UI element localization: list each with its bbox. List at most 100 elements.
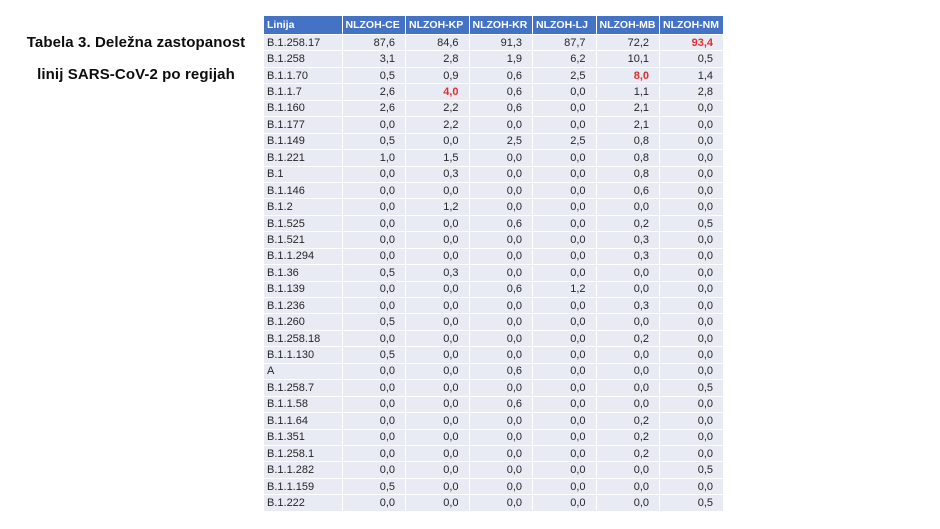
table-row: B.1.139 0,0 0,0 0,6 1,2 0,0 0,0 <box>264 280 723 298</box>
lineage-cell: B.1.1.58 <box>264 395 343 413</box>
value-cell: 2,8 <box>405 50 470 68</box>
value-cell: 1,4 <box>659 66 723 84</box>
table-row: B.1.525 0,0 0,0 0,6 0,0 0,2 0,5 <box>264 214 723 232</box>
column-header-nlzoh-mb: NLZOH-MB <box>596 16 660 35</box>
table-row: B.1.160 2,6 2,2 0,6 0,0 2,1 0,0 <box>264 99 723 117</box>
table-row: B.1.1.70 0,5 0,9 0,6 2,5 8,0 1,4 <box>264 66 723 84</box>
value-cell: 0,0 <box>659 231 723 249</box>
value-cell: 91,3 <box>469 33 533 51</box>
lineage-cell: B.1.146 <box>264 181 343 199</box>
value-cell: 0,0 <box>659 99 723 117</box>
value-cell: 0,5 <box>342 264 406 282</box>
value-cell: 2,5 <box>469 132 533 150</box>
value-cell: 2,2 <box>405 116 470 134</box>
value-cell: 0,0 <box>342 198 406 216</box>
value-cell: 0,0 <box>405 362 470 380</box>
lineage-cell: B.1.1.7 <box>264 83 343 101</box>
lineage-cell: B.1.1.64 <box>264 412 343 429</box>
lineage-cell: B.1.258 <box>264 50 343 68</box>
column-header-linija: Linija <box>264 16 343 35</box>
lineage-cell: B.1.236 <box>264 296 343 314</box>
value-cell: 0,3 <box>596 231 660 249</box>
value-cell: 0,0 <box>342 461 406 479</box>
value-cell: 0,6 <box>469 362 533 380</box>
value-cell: 0,0 <box>532 264 597 282</box>
value-cell: 0,9 <box>405 66 470 84</box>
value-cell: 0,0 <box>469 313 533 331</box>
value-cell: 0,0 <box>342 428 406 446</box>
value-cell: 0,0 <box>659 264 723 282</box>
value-cell: 0,0 <box>659 165 723 183</box>
value-cell: 0,0 <box>469 461 533 479</box>
value-cell: 0,0 <box>532 444 597 462</box>
lineage-cell: B.1.221 <box>264 149 343 166</box>
value-cell: 0,0 <box>469 198 533 216</box>
value-cell: 0,0 <box>342 395 406 413</box>
value-cell: 0,0 <box>342 494 406 511</box>
value-cell: 0,0 <box>596 198 660 216</box>
lineage-cell: B.1.2 <box>264 198 343 216</box>
value-cell: 0,0 <box>405 132 470 150</box>
value-cell: 0,0 <box>405 346 470 364</box>
value-cell: 72,2 <box>596 33 660 51</box>
value-cell: 2,5 <box>532 66 597 84</box>
table-row: B.1.177 0,0 2,2 0,0 0,0 2,1 0,0 <box>264 116 723 134</box>
value-cell: 0,6 <box>596 181 660 199</box>
value-cell: 0,0 <box>342 362 406 380</box>
lineage-table: Linija NLZOH-CE NLZOH-KP NLZOH-KR NLZOH-… <box>264 16 723 511</box>
value-cell: 0,0 <box>405 329 470 347</box>
table-row: B.1.1.7 2,6 4,0 0,6 0,0 1,1 2,8 <box>264 83 723 101</box>
value-cell: 8,0 <box>596 66 660 84</box>
lineage-cell: A <box>264 362 343 380</box>
value-cell: 0,0 <box>469 247 533 265</box>
value-cell: 0,0 <box>405 428 470 446</box>
table-row: B.1.1.294 0,0 0,0 0,0 0,0 0,3 0,0 <box>264 247 723 265</box>
value-cell: 0,0 <box>596 264 660 282</box>
column-header-nlzoh-nm: NLZOH-NM <box>659 16 723 35</box>
value-cell: 0,0 <box>532 477 597 495</box>
value-cell: 0,0 <box>596 280 660 298</box>
value-cell: 0,0 <box>532 165 597 183</box>
table-row: B.1.1.58 0,0 0,0 0,6 0,0 0,0 0,0 <box>264 395 723 413</box>
lineage-cell: B.1.1.159 <box>264 477 343 495</box>
lineage-cell: B.1.521 <box>264 231 343 249</box>
value-cell: 0,0 <box>405 280 470 298</box>
value-cell: 0,0 <box>342 181 406 199</box>
lineage-cell: B.1.160 <box>264 99 343 117</box>
value-cell: 0,0 <box>405 181 470 199</box>
value-cell: 0,0 <box>405 494 470 511</box>
value-cell: 0,0 <box>596 395 660 413</box>
value-cell: 6,2 <box>532 50 597 68</box>
value-cell: 0,0 <box>469 264 533 282</box>
value-cell: 0,0 <box>659 412 723 429</box>
value-cell: 0,2 <box>596 412 660 429</box>
value-cell: 0,0 <box>342 296 406 314</box>
value-cell: 0,0 <box>532 379 597 397</box>
value-cell: 0,0 <box>532 346 597 364</box>
value-cell: 0,6 <box>469 214 533 232</box>
value-cell: 1,1 <box>596 83 660 101</box>
value-cell: 0,0 <box>342 214 406 232</box>
value-cell: 0,0 <box>469 165 533 183</box>
value-cell: 0,0 <box>405 412 470 429</box>
value-cell: 0,0 <box>532 231 597 249</box>
value-cell: 0,0 <box>342 165 406 183</box>
lineage-cell: B.1.525 <box>264 214 343 232</box>
value-cell: 1,5 <box>405 149 470 166</box>
value-cell: 0,0 <box>659 149 723 166</box>
value-cell: 0,0 <box>532 412 597 429</box>
value-cell: 0,0 <box>405 461 470 479</box>
value-cell: 0,8 <box>596 149 660 166</box>
value-cell: 0,0 <box>532 181 597 199</box>
value-cell: 0,0 <box>469 444 533 462</box>
column-header-nlzoh-kr: NLZOH-KR <box>469 16 533 35</box>
table-row: B.1.258.17 87,6 84,6 91,3 87,7 72,2 93,4 <box>264 33 723 51</box>
table-row: B.1.260 0,5 0,0 0,0 0,0 0,0 0,0 <box>264 313 723 331</box>
value-cell: 0,0 <box>659 296 723 314</box>
lineage-cell: B.1.36 <box>264 264 343 282</box>
value-cell: 0,5 <box>342 66 406 84</box>
value-cell: 84,6 <box>405 33 470 51</box>
value-cell: 2,6 <box>342 83 406 101</box>
value-cell: 0,3 <box>405 264 470 282</box>
